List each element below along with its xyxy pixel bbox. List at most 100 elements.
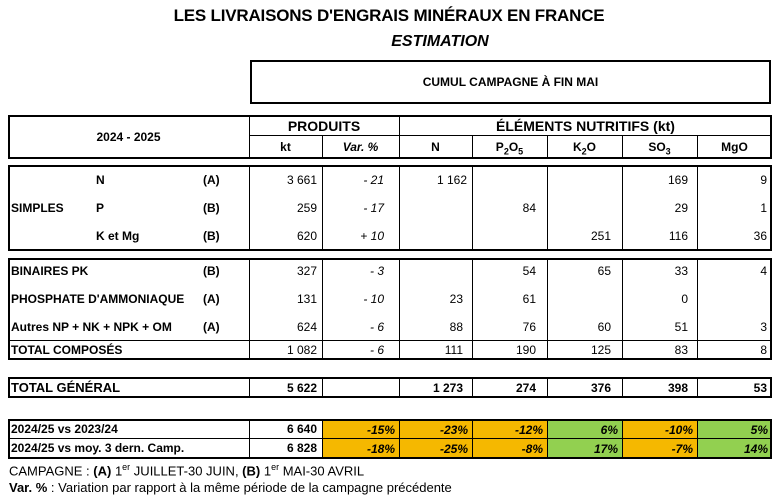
cmp1-p2o5: -12% xyxy=(472,420,547,439)
total-composes-var: - 6 xyxy=(369,343,384,357)
so3-header: SO3 xyxy=(648,140,671,157)
produits-header: PRODUITS xyxy=(287,118,361,134)
row-var: - 17 xyxy=(363,201,384,215)
row-var: - 21 xyxy=(363,173,384,187)
row-so3: 33 xyxy=(674,264,688,278)
simples-box xyxy=(8,165,772,251)
cmp1-k2o: 6% xyxy=(547,420,622,439)
row-label: K et Mg xyxy=(96,229,140,243)
row-code: (A) xyxy=(203,320,220,334)
row-k2o: 60 xyxy=(597,320,611,334)
total-general-box xyxy=(8,377,772,398)
total-general-n: 1 273 xyxy=(432,381,463,395)
total-general-p2o5: 274 xyxy=(515,381,536,395)
cmp1-n: -23% xyxy=(399,420,472,439)
row-code: (A) xyxy=(203,292,220,306)
cmp1-so3: -10% xyxy=(622,420,697,439)
total-composes-p2o5: 190 xyxy=(515,343,536,357)
row-mgo: 36 xyxy=(753,229,767,243)
cmp2-mgo: 14% xyxy=(697,439,772,458)
row-so3: 116 xyxy=(668,229,688,243)
k2o-header: K2O xyxy=(572,140,597,157)
row-so3: 29 xyxy=(674,201,688,215)
row-var: + 10 xyxy=(360,229,384,243)
row-code: (B) xyxy=(203,229,220,243)
row-mgo: 4 xyxy=(760,264,767,278)
total-composes-k2o: 125 xyxy=(590,343,611,357)
total-general-k2o: 376 xyxy=(590,381,611,395)
footer-var-note: Var. % : Variation par rapport à la même… xyxy=(9,480,452,495)
row-label: BINAIRES PK xyxy=(11,264,89,278)
total-general-mgo: 53 xyxy=(753,381,767,395)
cmp1-mgo: 5% xyxy=(697,420,772,439)
cmp1-label: 2024/25 vs 2023/24 xyxy=(11,422,118,436)
row-label: PHOSPHATE D'AMMONIAQUE xyxy=(11,292,185,306)
cumul-banner: CUMUL CAMPAGNE À FIN MAI xyxy=(250,60,771,104)
row-kt: 131 xyxy=(296,292,317,306)
row-so3: 169 xyxy=(667,173,688,187)
total-composes-label: TOTAL COMPOSÉS xyxy=(11,343,123,357)
row-var: - 10 xyxy=(363,292,384,306)
row-p2o5: 84 xyxy=(522,201,536,215)
cumul-label: CUMUL CAMPAGNE À FIN MAI xyxy=(422,75,599,89)
comparison-row-2: -18% -25% -8% 17% -7% 14% xyxy=(8,439,772,458)
cmp2-kt: 6 828 xyxy=(286,441,317,455)
row-label: N xyxy=(96,173,105,187)
cmp2-label: 2024/25 vs moy. 3 dern. Camp. xyxy=(11,441,185,455)
row-label: Autres NP + NK + NPK + OM xyxy=(11,320,172,334)
comparison-row-1: -15% -23% -12% 6% -10% 5% xyxy=(8,420,772,439)
footer-campagne: CAMPAGNE : (A) 1er JUILLET-30 JUIN, (B) … xyxy=(9,462,365,479)
composes-box xyxy=(8,258,772,360)
row-n: 88 xyxy=(449,320,463,334)
period-header: 2024 - 2025 xyxy=(96,130,161,144)
simples-group-label: SIMPLES xyxy=(11,201,64,215)
mgo-header: MgO xyxy=(721,140,748,154)
row-kt: 620 xyxy=(296,229,317,243)
row-code: (B) xyxy=(203,264,220,278)
total-general-so3: 398 xyxy=(667,381,688,395)
row-var: - 3 xyxy=(369,264,384,278)
page-title: LES LIVRAISONS D'ENGRAIS MINÉRAUX EN FRA… xyxy=(173,6,605,25)
kt-header: kt xyxy=(280,140,291,154)
row-kt: 327 xyxy=(296,264,317,278)
row-kt: 3 661 xyxy=(286,173,317,187)
p2o5-header: P2O5 xyxy=(495,140,524,157)
cmp2-p2o5: -8% xyxy=(472,439,547,458)
header-box xyxy=(8,115,772,159)
cmp2-k2o: 17% xyxy=(547,439,622,458)
row-kt: 259 xyxy=(296,201,317,215)
total-composes-so3: 83 xyxy=(674,343,688,357)
cmp2-n: -25% xyxy=(399,439,472,458)
cmp1-kt: 6 640 xyxy=(286,422,317,436)
var-header: Var. % xyxy=(342,140,379,154)
row-code: (A) xyxy=(203,173,220,187)
comparison-box xyxy=(8,419,772,459)
row-p2o5: 76 xyxy=(522,320,536,334)
row-n: 1 162 xyxy=(436,173,467,187)
cmp2-var: -18% xyxy=(322,439,399,458)
total-composes-mgo: 8 xyxy=(760,343,767,357)
cmp2-so3: -7% xyxy=(622,439,697,458)
n-header: N xyxy=(431,140,440,154)
total-composes-kt: 1 082 xyxy=(286,343,317,357)
row-var: - 6 xyxy=(369,320,384,334)
total-general-label: TOTAL GÉNÉRAL xyxy=(11,380,121,395)
total-composes-n: 111 xyxy=(444,343,463,357)
cmp1-var: -15% xyxy=(322,420,399,439)
row-mgo: 3 xyxy=(760,320,767,334)
row-p2o5: 54 xyxy=(522,264,536,278)
total-general-kt: 5 622 xyxy=(286,381,317,395)
row-k2o: 251 xyxy=(590,229,611,243)
row-k2o: 65 xyxy=(597,264,611,278)
row-so3: 0 xyxy=(681,292,688,306)
row-code: (B) xyxy=(203,201,220,215)
row-kt: 624 xyxy=(296,320,317,334)
elements-header: ÉLÉMENTS NUTRITIFS (kt) xyxy=(496,118,675,134)
row-mgo: 1 xyxy=(760,201,767,215)
row-n: 23 xyxy=(449,292,463,306)
page-subtitle: ESTIMATION xyxy=(391,33,489,50)
row-label: P xyxy=(96,201,105,215)
row-mgo: 9 xyxy=(760,173,767,187)
row-p2o5: 61 xyxy=(522,292,536,306)
row-so3: 51 xyxy=(674,320,688,334)
